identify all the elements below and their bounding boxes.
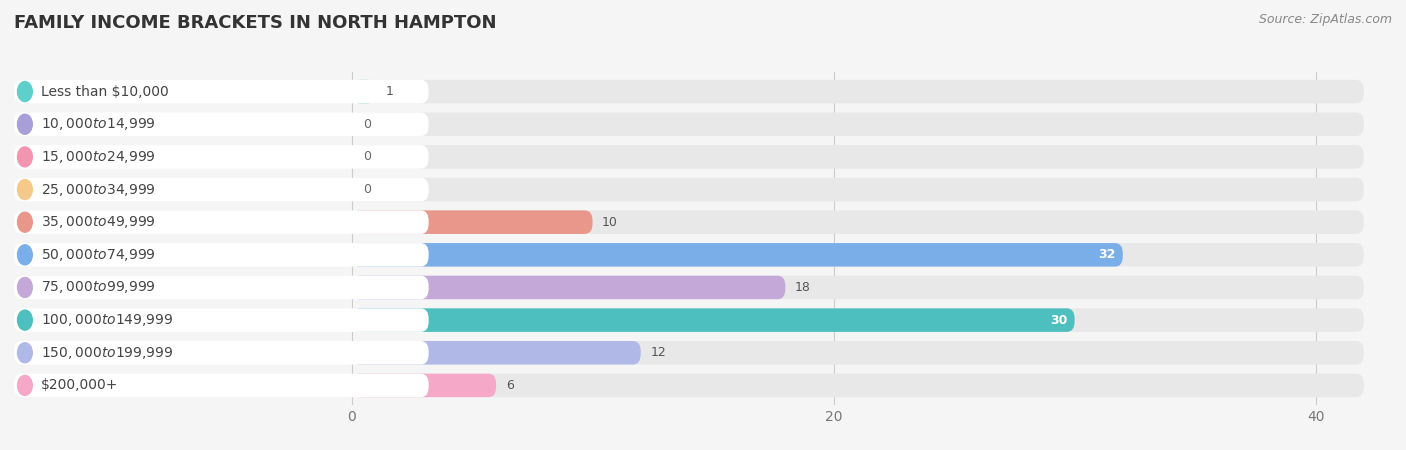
FancyBboxPatch shape <box>352 211 1364 234</box>
Text: Less than $10,000: Less than $10,000 <box>41 85 169 99</box>
Text: 0: 0 <box>364 118 371 131</box>
Circle shape <box>17 180 32 199</box>
Circle shape <box>17 212 32 232</box>
FancyBboxPatch shape <box>352 80 1364 104</box>
Circle shape <box>17 81 32 102</box>
Text: $25,000 to $34,999: $25,000 to $34,999 <box>41 181 155 198</box>
FancyBboxPatch shape <box>352 374 496 397</box>
Text: 18: 18 <box>794 281 811 294</box>
Text: 32: 32 <box>1098 248 1115 261</box>
FancyBboxPatch shape <box>14 80 429 104</box>
Text: 6: 6 <box>506 379 513 392</box>
Text: FAMILY INCOME BRACKETS IN NORTH HAMPTON: FAMILY INCOME BRACKETS IN NORTH HAMPTON <box>14 14 496 32</box>
FancyBboxPatch shape <box>352 243 1123 266</box>
FancyBboxPatch shape <box>352 308 1074 332</box>
Text: $15,000 to $24,999: $15,000 to $24,999 <box>41 149 155 165</box>
FancyBboxPatch shape <box>352 80 375 104</box>
FancyBboxPatch shape <box>14 276 429 299</box>
FancyBboxPatch shape <box>352 341 641 365</box>
Text: 0: 0 <box>364 183 371 196</box>
FancyBboxPatch shape <box>352 145 1364 169</box>
Text: $150,000 to $199,999: $150,000 to $199,999 <box>41 345 173 361</box>
FancyBboxPatch shape <box>14 374 429 397</box>
Circle shape <box>17 245 32 265</box>
FancyBboxPatch shape <box>352 211 592 234</box>
Text: Source: ZipAtlas.com: Source: ZipAtlas.com <box>1258 14 1392 27</box>
FancyBboxPatch shape <box>14 178 429 201</box>
Circle shape <box>17 343 32 363</box>
FancyBboxPatch shape <box>352 276 786 299</box>
Circle shape <box>17 147 32 167</box>
Circle shape <box>17 278 32 297</box>
Text: $100,000 to $149,999: $100,000 to $149,999 <box>41 312 173 328</box>
Text: 0: 0 <box>364 150 371 163</box>
Text: 10: 10 <box>602 216 619 229</box>
FancyBboxPatch shape <box>14 211 429 234</box>
Text: $200,000+: $200,000+ <box>41 378 118 392</box>
Text: $50,000 to $74,999: $50,000 to $74,999 <box>41 247 155 263</box>
FancyBboxPatch shape <box>14 308 429 332</box>
FancyBboxPatch shape <box>14 243 429 266</box>
FancyBboxPatch shape <box>352 308 1364 332</box>
FancyBboxPatch shape <box>352 374 1364 397</box>
Text: $75,000 to $99,999: $75,000 to $99,999 <box>41 279 155 296</box>
FancyBboxPatch shape <box>352 341 1364 365</box>
FancyBboxPatch shape <box>352 112 1364 136</box>
Text: $35,000 to $49,999: $35,000 to $49,999 <box>41 214 155 230</box>
Text: 1: 1 <box>385 85 394 98</box>
FancyBboxPatch shape <box>14 341 429 365</box>
FancyBboxPatch shape <box>14 145 429 169</box>
FancyBboxPatch shape <box>352 276 1364 299</box>
FancyBboxPatch shape <box>14 112 429 136</box>
Circle shape <box>17 114 32 134</box>
Text: 30: 30 <box>1050 314 1067 327</box>
Circle shape <box>17 375 32 396</box>
Circle shape <box>17 310 32 330</box>
FancyBboxPatch shape <box>352 178 1364 201</box>
Text: 12: 12 <box>651 346 666 359</box>
FancyBboxPatch shape <box>352 243 1364 266</box>
Text: $10,000 to $14,999: $10,000 to $14,999 <box>41 116 155 132</box>
